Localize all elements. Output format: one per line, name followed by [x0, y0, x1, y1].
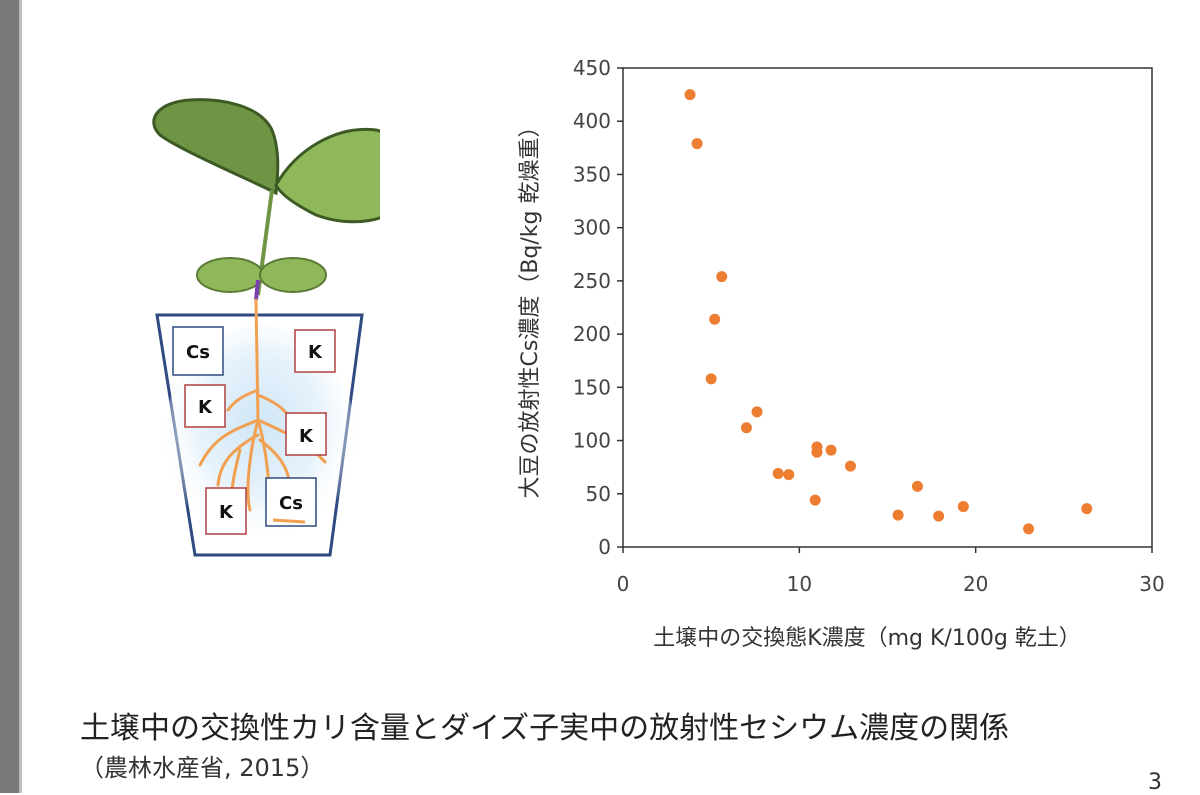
data-point [783, 469, 795, 481]
leaf-left [152, 98, 280, 196]
data-point [772, 468, 784, 480]
page-number: 3 [1148, 770, 1162, 795]
chart-axes [617, 67, 1153, 553]
y-tick-label: 100 [573, 429, 611, 453]
data-point [957, 501, 969, 513]
data-point [1081, 503, 1093, 515]
plot-area-border [622, 67, 1153, 548]
cotyledon-right [259, 257, 327, 293]
cs-label-1: Cs [186, 342, 210, 363]
y-axis-label: 大豆の放射性Cs濃度（Bq/kg 乾燥重） [518, 116, 543, 499]
x-tick-label: 20 [963, 572, 988, 596]
k-label-3: K [299, 426, 314, 447]
y-tick-labels: 0 50 100 150 200 250 300 350 400 450 [573, 56, 611, 559]
data-point [892, 509, 904, 521]
k-label-4: K [219, 502, 234, 523]
k-label-1: K [308, 342, 323, 363]
cotyledon-left [196, 257, 264, 293]
leaf-right [274, 127, 380, 224]
x-tick-label: 30 [1139, 572, 1164, 596]
scatter-chart: 0 50 100 150 200 250 300 350 400 450 0 10 20 30 大豆の放… [518, 56, 1165, 651]
y-tick-label: 200 [573, 322, 611, 346]
data-point [684, 89, 696, 101]
data-point [716, 271, 728, 283]
x-tick-label: 10 [787, 572, 812, 596]
data-point [825, 444, 837, 456]
cs-box-1 [172, 326, 224, 376]
caption-title: 土壌中の交換性カリ含量とダイズ子実中の放射性セシウム濃度の関係 [80, 711, 1010, 746]
data-point [809, 494, 821, 506]
k-box-3 [285, 412, 327, 456]
x-tick-label: 0 [617, 572, 630, 596]
data-point [933, 510, 945, 522]
data-point [811, 446, 823, 458]
k-box-4 [205, 487, 247, 535]
y-tick-label: 250 [573, 269, 611, 293]
data-point [844, 460, 856, 472]
y-tick-label: 450 [573, 56, 611, 80]
y-tick-label: 50 [586, 482, 611, 506]
data-point [1023, 523, 1035, 535]
y-tick-label: 150 [573, 375, 611, 399]
data-point [751, 406, 763, 418]
data-point [705, 373, 717, 385]
k-label-2: K [198, 397, 213, 418]
data-points [684, 89, 1093, 535]
cs-label-2: Cs [279, 493, 303, 514]
data-point [709, 313, 721, 325]
plant-pot-illustration: Cs K K K K Cs [152, 98, 380, 557]
y-tick-label: 0 [598, 535, 611, 559]
x-axis-label: 土壌中の交換態K濃度（mg K/100g 乾土） [653, 626, 1081, 651]
caption-source: （農林水産省, 2015） [80, 754, 325, 782]
k-box-2 [184, 384, 226, 428]
y-tick-label: 350 [573, 162, 611, 186]
data-point [691, 138, 703, 150]
cs-box-2 [265, 477, 317, 527]
slide-left-bar [0, 0, 19, 793]
y-tick-label: 300 [573, 216, 611, 240]
data-point [740, 422, 752, 434]
data-point [911, 480, 923, 492]
k-box-1 [294, 329, 336, 373]
slide-left-bar-edge [19, 0, 22, 793]
x-tick-labels: 0 10 20 30 [617, 572, 1165, 596]
y-tick-label: 400 [573, 109, 611, 133]
